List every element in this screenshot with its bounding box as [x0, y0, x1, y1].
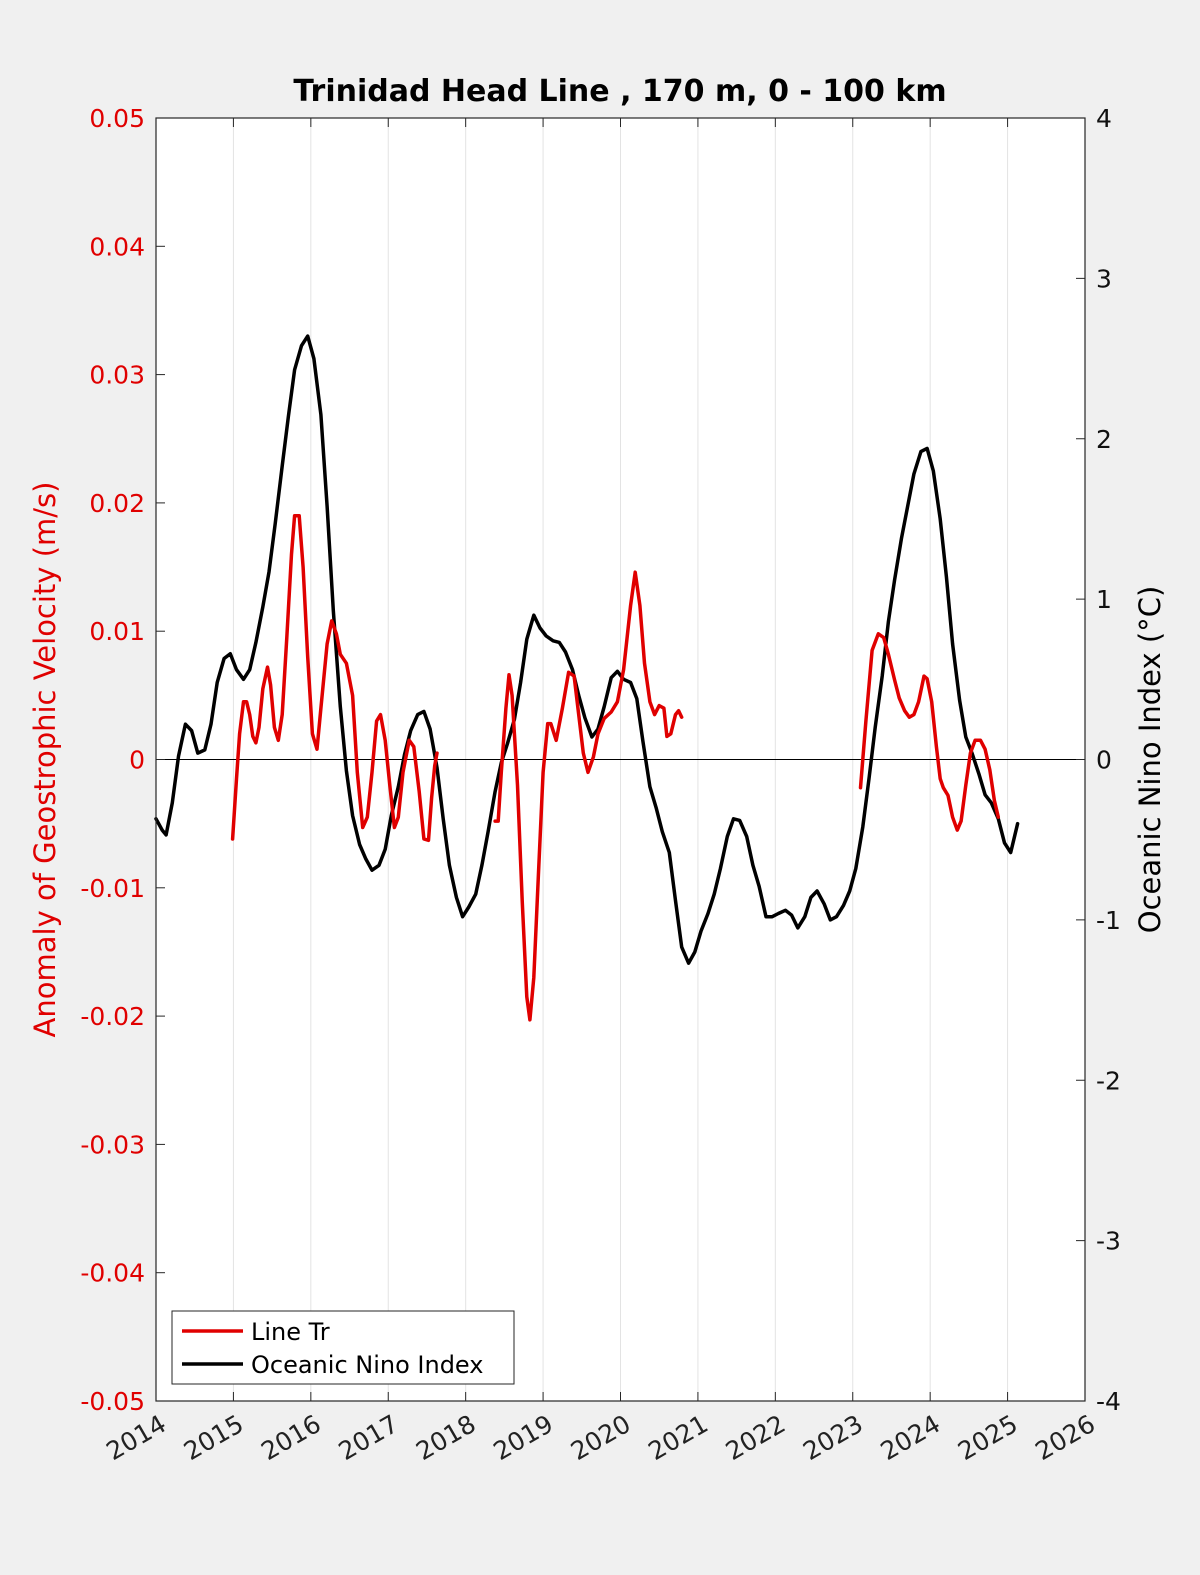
y-right-tick-label: -2 [1096, 1066, 1121, 1095]
y-axis-right-label: Oceanic Nino Index (°C) [1133, 586, 1167, 934]
series-lines [154, 334, 1020, 1022]
y-right-tick-label: 1 [1096, 585, 1112, 614]
legend: Line Tr Oceanic Nino Index [171, 1310, 515, 1385]
y-right-tick-label: 3 [1096, 264, 1112, 293]
y-right-tick-label: 4 [1096, 104, 1112, 133]
legend-label-oni: Oceanic Nino Index [251, 1351, 483, 1379]
y-right-tick-label: -1 [1096, 906, 1121, 935]
line-tr-series-segment-0 [230, 513, 439, 843]
line-tr-series-segment-2 [858, 632, 1001, 832]
y-left-tick-label: -0.02 [80, 1002, 145, 1031]
chart-title: Trinidad Head Line , 170 m, 0 - 100 km [293, 74, 946, 109]
axis-ticks [155, 117, 1086, 1402]
legend-label-line-tr: Line Tr [251, 1318, 330, 1346]
y-left-tick-label: 0.03 [89, 361, 145, 390]
line-tr-series-segment-1 [493, 570, 684, 1022]
oni-series-segment-0 [154, 334, 1020, 965]
y-right-tick-label: 0 [1096, 746, 1112, 775]
y-left-tick-label: 0.01 [89, 617, 145, 646]
y-right-tick-label: 2 [1096, 425, 1112, 454]
y-right-tick-label: -4 [1096, 1387, 1121, 1416]
y-left-tick-label: -0.01 [80, 874, 145, 903]
tick-labels: 2014 2015 2016 2017 2018 2019 2020 2021 2022 2023… [80, 104, 1121, 1466]
y-left-tick-label: 0.04 [89, 232, 145, 261]
y-left-tick-label: -0.04 [80, 1259, 145, 1288]
y-left-tick-label: -0.03 [80, 1130, 145, 1159]
y-left-tick-label: 0 [129, 746, 145, 775]
legend-box [171, 1310, 515, 1385]
y-axis-left-label: Anomaly of Geostrophic Velocity (m/s) [28, 482, 62, 1038]
y-right-tick-label: -3 [1096, 1227, 1121, 1256]
y-left-tick-label: 0.02 [89, 489, 145, 518]
y-left-tick-label: -0.05 [80, 1387, 145, 1416]
y-left-tick-label: 0.05 [89, 104, 145, 133]
